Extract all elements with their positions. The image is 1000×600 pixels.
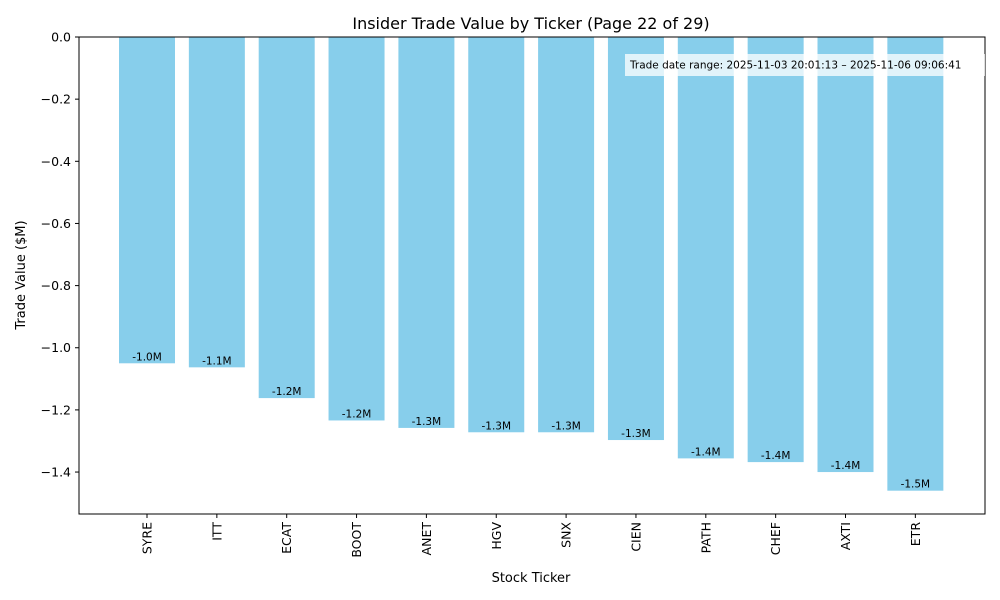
bar-snx: [538, 37, 595, 433]
x-tick-label-axti: AXTI: [838, 522, 853, 550]
x-tick-label-anet: ANET: [419, 522, 434, 556]
x-tick-label-chef: CHEF: [768, 522, 783, 555]
y-tick-label: −1.2: [41, 402, 71, 417]
x-tick-label-syre: SYRE: [140, 522, 155, 554]
bar-anet: [398, 37, 455, 428]
y-tick-label: −1.0: [41, 340, 71, 355]
annotation-background: [625, 54, 985, 76]
x-tick-label-hgv: HGV: [489, 522, 504, 550]
bar-path: [677, 37, 734, 459]
data-label-itt: -1.1M: [202, 355, 232, 367]
bar-ecat: [258, 37, 315, 399]
axes-layer: SYRE ITT ECAT BOOT ANET HGV SNX CIEN PATH CHEF AXT…: [41, 30, 986, 558]
bar-hgv: [468, 37, 525, 433]
data-label-hgv: -1.3M: [481, 420, 511, 432]
data-label-axti: -1.4M: [831, 460, 861, 472]
bars-layer: -1.0M -1.1M -1.2M -1.2M -1.3M -1.3M -1.3M -1.3M…: [119, 37, 944, 491]
y-tick-label: −1.4: [41, 465, 71, 480]
bar-syre: [119, 37, 175, 364]
x-tick-label-snx: SNX: [559, 522, 574, 548]
bar-axti: [817, 37, 874, 473]
y-axis-label: Trade Value ($M): [14, 220, 29, 330]
data-label-anet: -1.3M: [412, 416, 442, 428]
data-label-syre: -1.0M: [132, 351, 162, 363]
bar-cien: [607, 37, 664, 441]
data-label-cien: -1.3M: [621, 428, 651, 440]
data-label-path: -1.4M: [691, 446, 721, 458]
x-tick-label-path: PATH: [698, 522, 713, 553]
x-tick-label-boot: BOOT: [349, 522, 364, 558]
data-label-snx: -1.3M: [551, 420, 581, 432]
bar-chef: [747, 37, 804, 463]
x-tick-label-etr: ETR: [908, 522, 923, 547]
data-label-etr: -1.5M: [901, 479, 931, 491]
x-tick-label-itt: ITT: [209, 522, 224, 541]
x-axis-label: Stock Ticker: [492, 571, 571, 586]
y-tick-label: −0.8: [41, 278, 71, 293]
y-tick-label: 0.0: [51, 30, 71, 45]
plot-frame: [78, 36, 986, 515]
x-tick-label-cien: CIEN: [628, 522, 643, 552]
bar-boot: [328, 37, 385, 421]
y-tick-label: −0.4: [41, 154, 71, 169]
data-label-boot: -1.2M: [342, 408, 372, 420]
annotation-text: Trade date range: 2025-11-03 20:01:13 – …: [629, 60, 961, 72]
annotation-box: Trade date range: 2025-11-03 20:01:13 – …: [625, 54, 985, 76]
y-tick-label: −0.2: [41, 92, 71, 107]
data-label-chef: -1.4M: [761, 450, 791, 462]
y-tick-label: −0.6: [41, 216, 71, 231]
bar-itt: [188, 37, 245, 368]
x-tick-label-ecat: ECAT: [279, 522, 294, 554]
data-label-ecat: -1.2M: [272, 386, 302, 398]
bar-etr: [887, 37, 944, 491]
chart-title: Insider Trade Value by Ticker (Page 22 o…: [352, 14, 709, 33]
